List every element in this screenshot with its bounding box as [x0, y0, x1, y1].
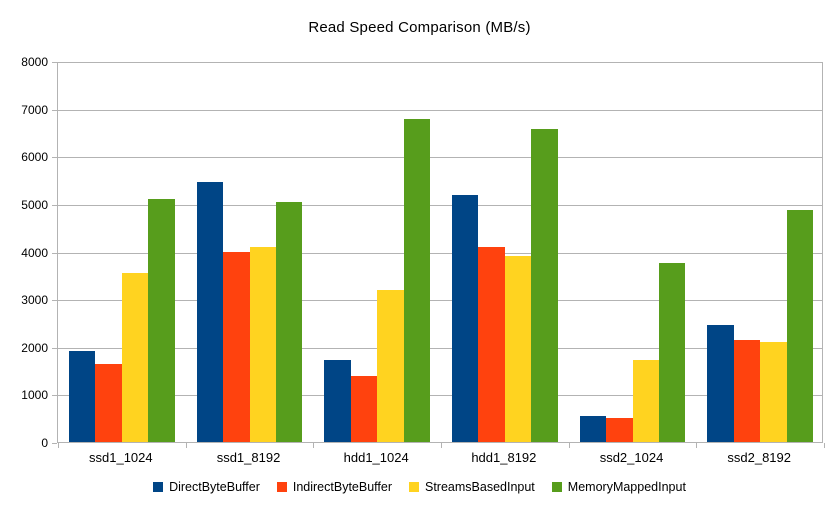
y-axis-tick: [52, 252, 57, 254]
x-axis-tick: [568, 443, 570, 448]
bar-MemoryMappedInput-ssd1_1024: [148, 199, 175, 442]
bar-group-ssd1_1024: [58, 62, 186, 442]
bar-IndirectByteBuffer-ssd2_8192: [733, 340, 761, 442]
bar-IndirectByteBuffer-hdd1_1024: [350, 375, 378, 442]
y-axis-tick-label: 6000: [21, 150, 48, 165]
bar-IndirectByteBuffer-hdd1_8192: [478, 246, 505, 442]
bar-StreamsBasedInput-hdd1_1024: [377, 289, 404, 442]
x-axis-tick: [313, 443, 315, 448]
x-axis-tick: [58, 443, 59, 448]
category-label-ssd1_1024: ssd1_1024: [89, 450, 153, 465]
bar-MemoryMappedInput-hdd1_8192: [531, 128, 558, 442]
bar-IndirectByteBuffer-ssd1_1024: [95, 363, 122, 442]
legend-swatch-icon: [153, 482, 164, 492]
bar-DirectByteBuffer-hdd1_1024: [324, 359, 351, 442]
y-axis-tick: [52, 443, 57, 444]
x-axis-tick: [824, 443, 825, 448]
category-label-ssd1_8192: ssd1_8192: [216, 450, 281, 465]
legend-item-MemoryMappedInput: MemoryMappedInput: [551, 480, 686, 494]
bar-MemoryMappedInput-ssd2_1024: [658, 262, 686, 442]
y-axis-tick: [52, 204, 57, 206]
y-axis-tick-label: 2000: [21, 340, 48, 355]
category-label-hdd1_8192: hdd1_8192: [471, 450, 537, 465]
y-axis-tick-label: 4000: [21, 245, 48, 260]
legend-swatch-icon: [409, 482, 419, 492]
category-label-ssd2_1024: ssd2_1024: [599, 450, 664, 465]
bar-DirectByteBuffer-hdd1_8192: [452, 194, 479, 442]
bar-StreamsBasedInput-ssd2_1024: [632, 359, 659, 442]
legend: DirectByteBuffer IndirectByteBuffer Stream…: [0, 478, 839, 496]
gridline-2000: [58, 347, 822, 349]
x-axis-tick: [696, 443, 698, 448]
bar-group-ssd2_8192: [696, 62, 824, 442]
legend-label: StreamsBasedInput: [425, 480, 535, 494]
bar-DirectByteBuffer-ssd1_8192: [196, 182, 224, 442]
gridline-6000: [58, 157, 822, 159]
y-axis-tick-label: 3000: [21, 293, 48, 308]
bar-IndirectByteBuffer-ssd2_1024: [606, 418, 633, 442]
legend-item-DirectByteBuffer: DirectByteBuffer: [153, 480, 260, 494]
y-axis-tick-label: 0: [41, 436, 48, 450]
legend-label: DirectByteBuffer: [169, 480, 260, 494]
bar-group-ssd1_8192: [186, 62, 314, 442]
category-label-hdd1_1024: hdd1_1024: [343, 450, 409, 465]
bar-group-ssd2_1024: [569, 62, 697, 442]
gridline-5000: [58, 204, 822, 206]
x-axis-tick: [441, 443, 442, 448]
y-axis-tick: [52, 157, 57, 159]
legend-label: IndirectByteBuffer: [292, 480, 392, 494]
bar-StreamsBasedInput-ssd1_8192: [249, 246, 276, 442]
legend-swatch-icon: [551, 482, 562, 492]
chart-title: Read Speed Comparison (MB/s): [308, 19, 531, 36]
y-axis-tick: [52, 109, 57, 111]
y-axis-tick: [52, 347, 57, 349]
y-axis-tick: [52, 395, 57, 397]
x-axis-tick: [185, 443, 187, 448]
category-label-ssd2_8192: ssd2_8192: [727, 450, 791, 465]
bar-StreamsBasedInput-ssd2_8192: [760, 342, 787, 442]
x-axis-labels: ssd1_1024 ssd1_8192 hdd1_1024 hdd1_8192 ssd2…: [57, 450, 823, 465]
y-axis-tick: [52, 62, 57, 63]
y-axis-tick-label: 5000: [21, 197, 48, 212]
gridline-1000: [58, 395, 822, 397]
gridline-8000: [58, 62, 822, 63]
legend-item-StreamsBasedInput: StreamsBasedInput: [409, 480, 535, 494]
bar-group-hdd1_1024: [313, 62, 441, 442]
y-axis-tick-label: 7000: [21, 102, 48, 117]
bar-IndirectByteBuffer-ssd1_8192: [223, 251, 250, 442]
legend-item-IndirectByteBuffer: IndirectByteBuffer: [276, 480, 392, 494]
bar-DirectByteBuffer-ssd1_1024: [69, 350, 96, 442]
gridline-7000: [58, 109, 822, 111]
bar-group-hdd1_8192: [441, 62, 569, 442]
bar-DirectByteBuffer-ssd2_1024: [579, 415, 607, 442]
bar-MemoryMappedInput-ssd2_8192: [786, 209, 814, 442]
legend-label: MemoryMappedInput: [567, 480, 686, 494]
bar-StreamsBasedInput-ssd1_1024: [121, 272, 149, 442]
legend-swatch-icon: [276, 482, 287, 492]
y-axis-tick-label: 8000: [21, 55, 48, 69]
bar-MemoryMappedInput-hdd1_1024: [403, 119, 431, 442]
bar-MemoryMappedInput-ssd1_8192: [275, 201, 303, 442]
y-axis-tick: [52, 300, 57, 302]
y-axis-tick-label: 1000: [21, 388, 48, 403]
plot-area: [52, 62, 825, 448]
gridline-3000: [58, 300, 822, 302]
bar-StreamsBasedInput-hdd1_8192: [504, 256, 532, 442]
bar-DirectByteBuffer-ssd2_8192: [707, 325, 734, 442]
gridline-4000: [58, 252, 822, 254]
